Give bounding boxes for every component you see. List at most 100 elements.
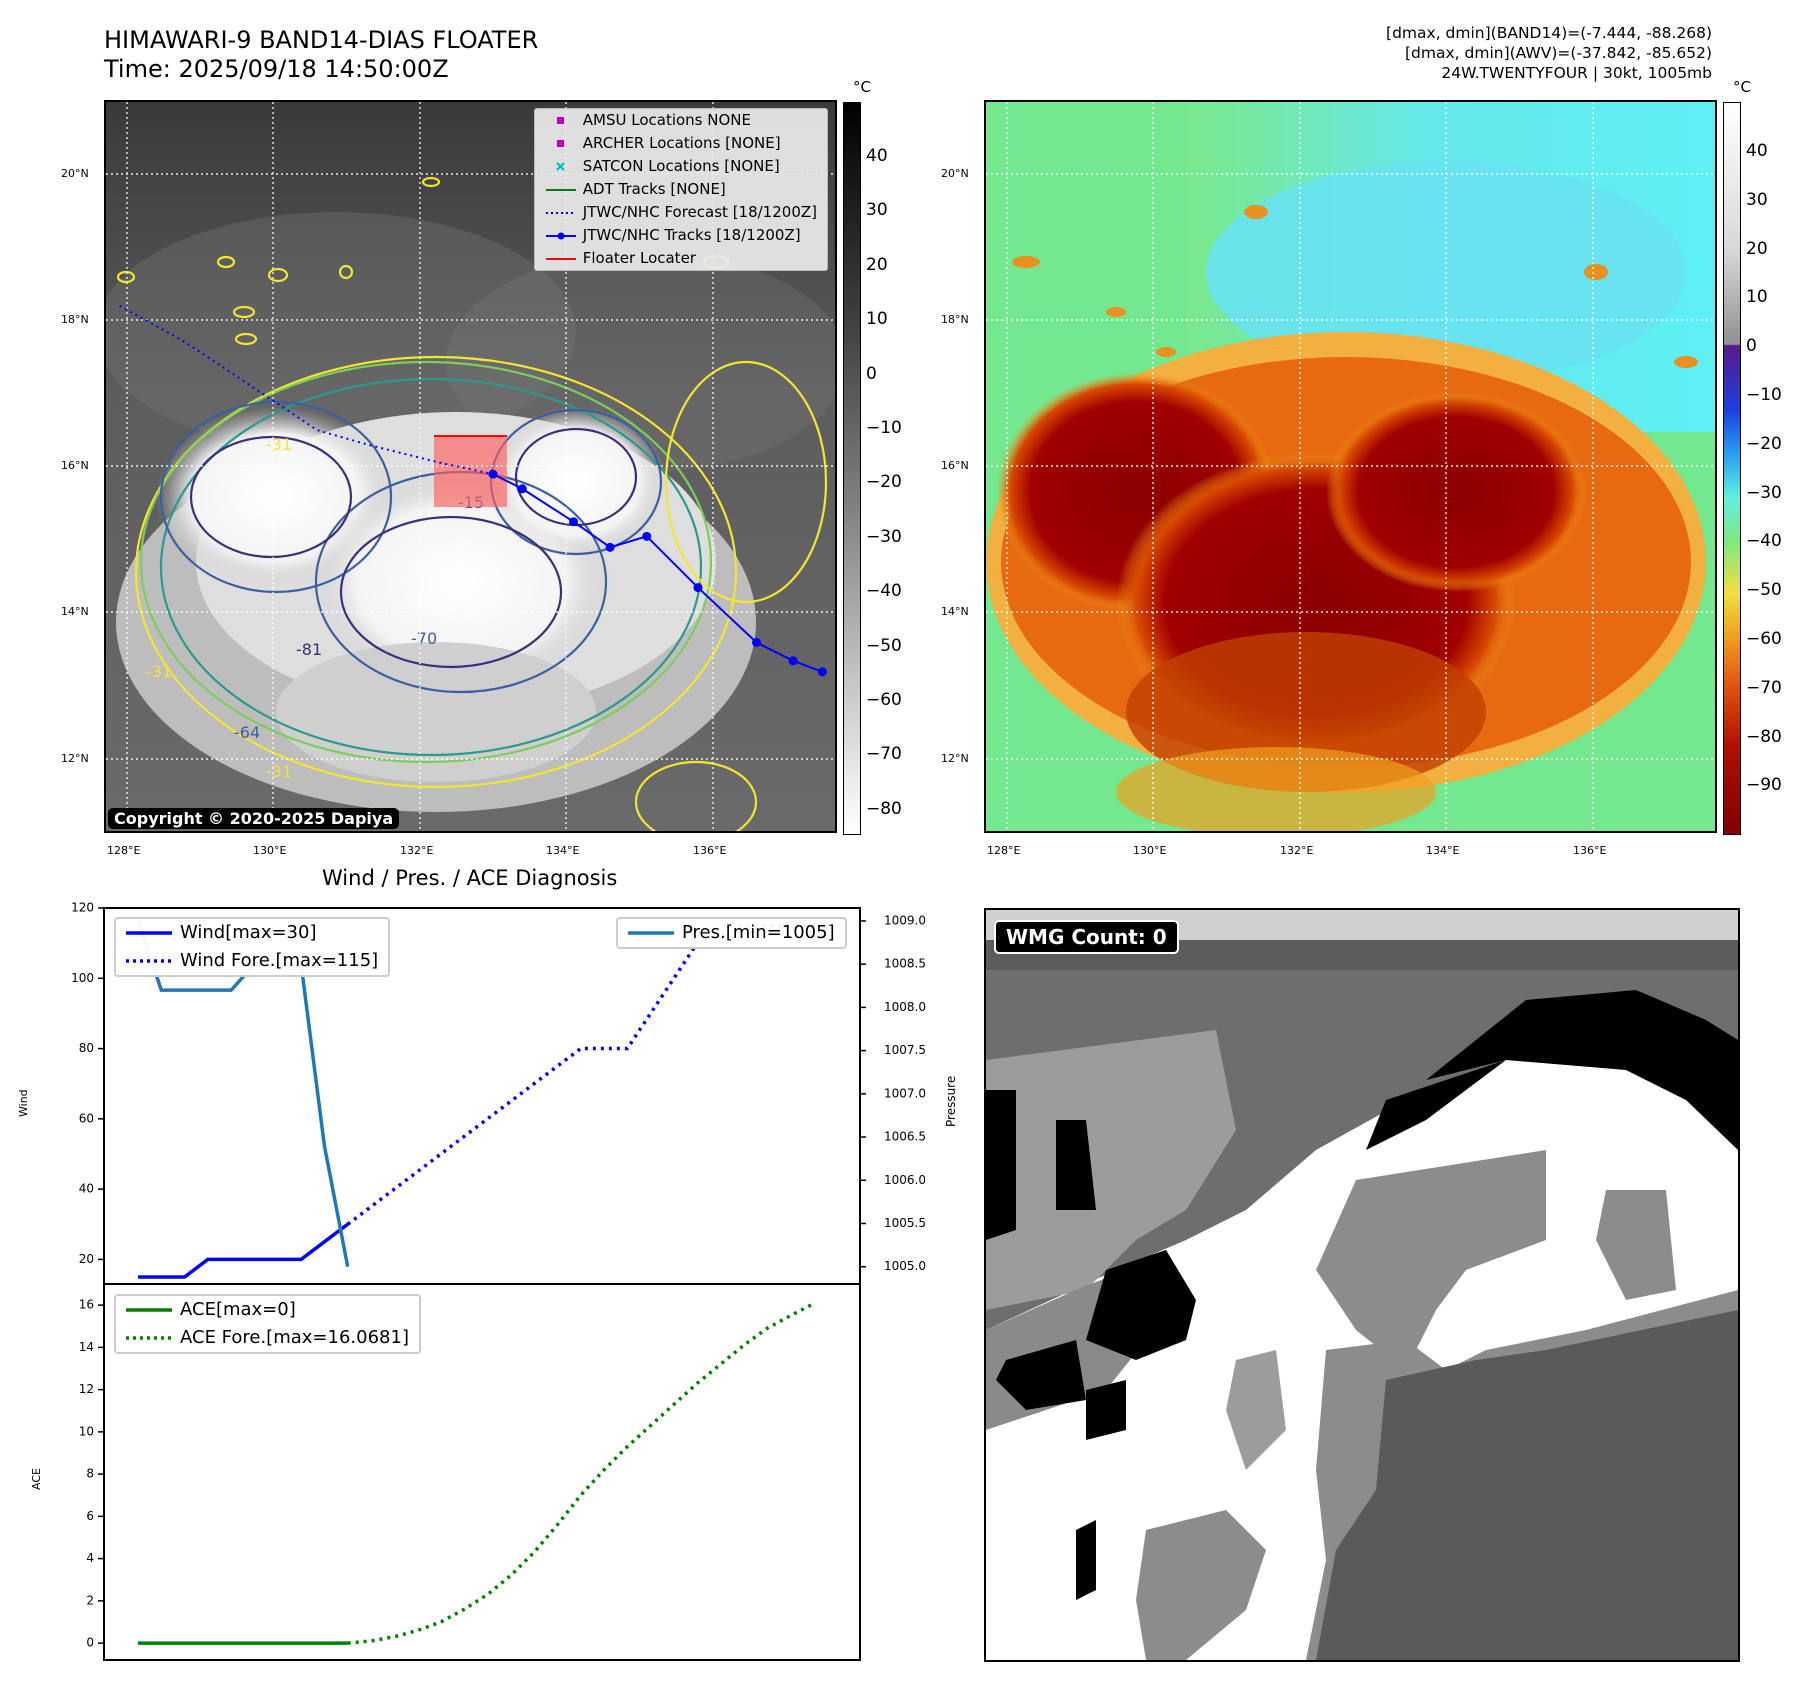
colorbar-tick-label: −30 [1746,482,1782,503]
pressure-tick-label: 1006.5 [884,1130,926,1144]
legend-item-satcon: SATCON Locations [NONE] [535,155,827,178]
colorbar-tick-label: 30 [866,200,888,221]
diagnosis-chart: 204060801001201005.01005.51006.01006.510… [71,901,926,1661]
contour-label: -31 [266,435,292,454]
dotted-line-icon [124,1324,174,1352]
legend-item-adt: ADT Tracks [NONE] [535,178,827,201]
colorbar-unit: °C [1733,78,1751,96]
track-point [488,469,498,479]
colorbar-tick-label: −50 [1746,580,1782,601]
wmg-panel: WMG Count: 0 [984,908,1740,1662]
pressure-tick-label: 1007.0 [884,1086,926,1100]
color-map-image [986,102,1715,831]
colorbar-tick-label: 10 [866,309,888,330]
ir-map-image: -31 -81 -70 -64 -31 -31 -15 [106,102,835,831]
wind-tick-label: 20 [79,1252,94,1266]
colorbar-tick-label: −60 [866,690,902,710]
lon-label: 132°E [400,844,434,857]
colorbar-tick-label: −90 [1746,775,1782,796]
wind-tick-label: 40 [79,1182,94,1196]
ace-tick-label: 10 [79,1424,94,1438]
colorbar-tick-label: −20 [866,472,902,493]
contour-label: -31 [266,762,292,781]
wind-tick-label: 80 [79,1041,94,1055]
wind-forecast-series-line [346,923,814,1226]
square-marker-icon [545,132,577,155]
wind-legend: Wind[max=30] Wind Fore.[max=115] [114,917,391,977]
legend-item-ace: ACE[max=0] [116,1296,419,1324]
colorbar-tick-label: −80 [1746,726,1782,747]
dotted-line-icon [545,201,577,224]
lon-label: 128°E [987,844,1021,857]
legend-item-jtwc-tracks: JTWC/NHC Tracks [18/1200Z] [535,224,827,247]
colorbar-tick-label: −10 [1746,385,1782,405]
lat-label: 18°N [941,313,969,326]
pressure-tick-label: 1007.5 [884,1043,926,1057]
contour-label: -31 [146,662,172,681]
legend-item-floater: Floater Locater [535,247,827,270]
ace-legend: ACE[max=0] ACE Fore.[max=16.0681] [114,1294,421,1354]
grayscale-colorbar [843,102,861,835]
lat-label: 16°N [61,459,89,472]
ace-tick-label: 12 [79,1382,94,1396]
map-legend: AMSU Locations NONE ARCHER Locations [NO… [533,108,828,271]
chart-title: Wind / Pres. / ACE Diagnosis [322,866,618,890]
ace-tick-label: 4 [86,1551,94,1565]
color-colorbar [1723,102,1741,835]
lat-label: 14°N [61,605,89,618]
colorbar-tick-label: 0 [1746,336,1757,357]
legend-item-pressure: Pres.[min=1005] [618,919,845,947]
lon-label: 134°E [1426,844,1460,857]
colorbar-unit: °C [853,78,871,96]
ace-tick-label: 8 [86,1467,94,1481]
lat-label: 12°N [941,752,969,765]
track-point [569,517,579,527]
pressure-series-line [136,920,350,1268]
band14-range: [dmax, dmin](BAND14)=(-7.444, -88.268) [1386,24,1712,42]
ace-tick-label: 14 [79,1340,94,1354]
ace-tick-label: 16 [79,1298,94,1312]
copyright-badge: Copyright © 2020-2025 Dapiya [108,808,400,829]
solid-line-icon [545,247,577,270]
lon-label: 130°E [253,844,287,857]
pressure-tick-label: 1005.0 [884,1259,926,1273]
ace-plot-frame [103,1283,861,1661]
colorbar-tick-label: −70 [1746,677,1782,698]
lon-label: 132°E [1280,844,1314,857]
colorbar-tick-label: −40 [866,581,902,602]
square-marker-icon [545,109,577,132]
figure-title: HIMAWARI-9 BAND14-DIAS FLOATER [104,26,539,54]
lat-label: 20°N [941,167,969,180]
colorbar-tick-label: −30 [866,526,902,547]
pressure-tick-label: 1006.0 [884,1173,926,1187]
lon-label: 136°E [1573,844,1607,857]
lat-label: 12°N [61,752,89,765]
track-point [605,542,615,552]
colorbar-tick-label: −20 [1746,433,1782,454]
pressure-tick-label: 1008.5 [884,957,926,971]
colorbar-tick-label: 40 [866,146,888,166]
lat-label: 16°N [941,459,969,472]
ace-tick-label: 2 [86,1593,94,1607]
solid-line-icon [124,919,174,947]
ace-tick-label: 0 [86,1636,94,1650]
colorbar-tick-label: −70 [866,744,902,765]
wmg-image [986,910,1738,1660]
colorbar-tick-label: −60 [1746,629,1782,649]
solid-line-icon [626,919,676,947]
storm-info: 24W.TWENTYFOUR | 30kt, 1005mb [1441,64,1712,82]
solid-line-icon [545,178,577,201]
colorbar-tick-label: −10 [866,418,902,438]
track-point [752,637,762,647]
contour-label: -64 [234,723,260,742]
colorbar-tick-label: 30 [1746,189,1768,210]
ace-forecast-series-line [347,1302,815,1645]
color-map-panel [984,100,1717,833]
colorbar-tick-label: 10 [1746,287,1768,308]
figure-time: Time: 2025/09/18 14:50:00Z [104,55,449,83]
lat-label: 18°N [61,313,89,326]
contour-label: -81 [296,640,322,659]
lat-label: 20°N [61,167,89,180]
colorbar-tick-label: 40 [1746,141,1768,161]
track-point [517,484,527,494]
